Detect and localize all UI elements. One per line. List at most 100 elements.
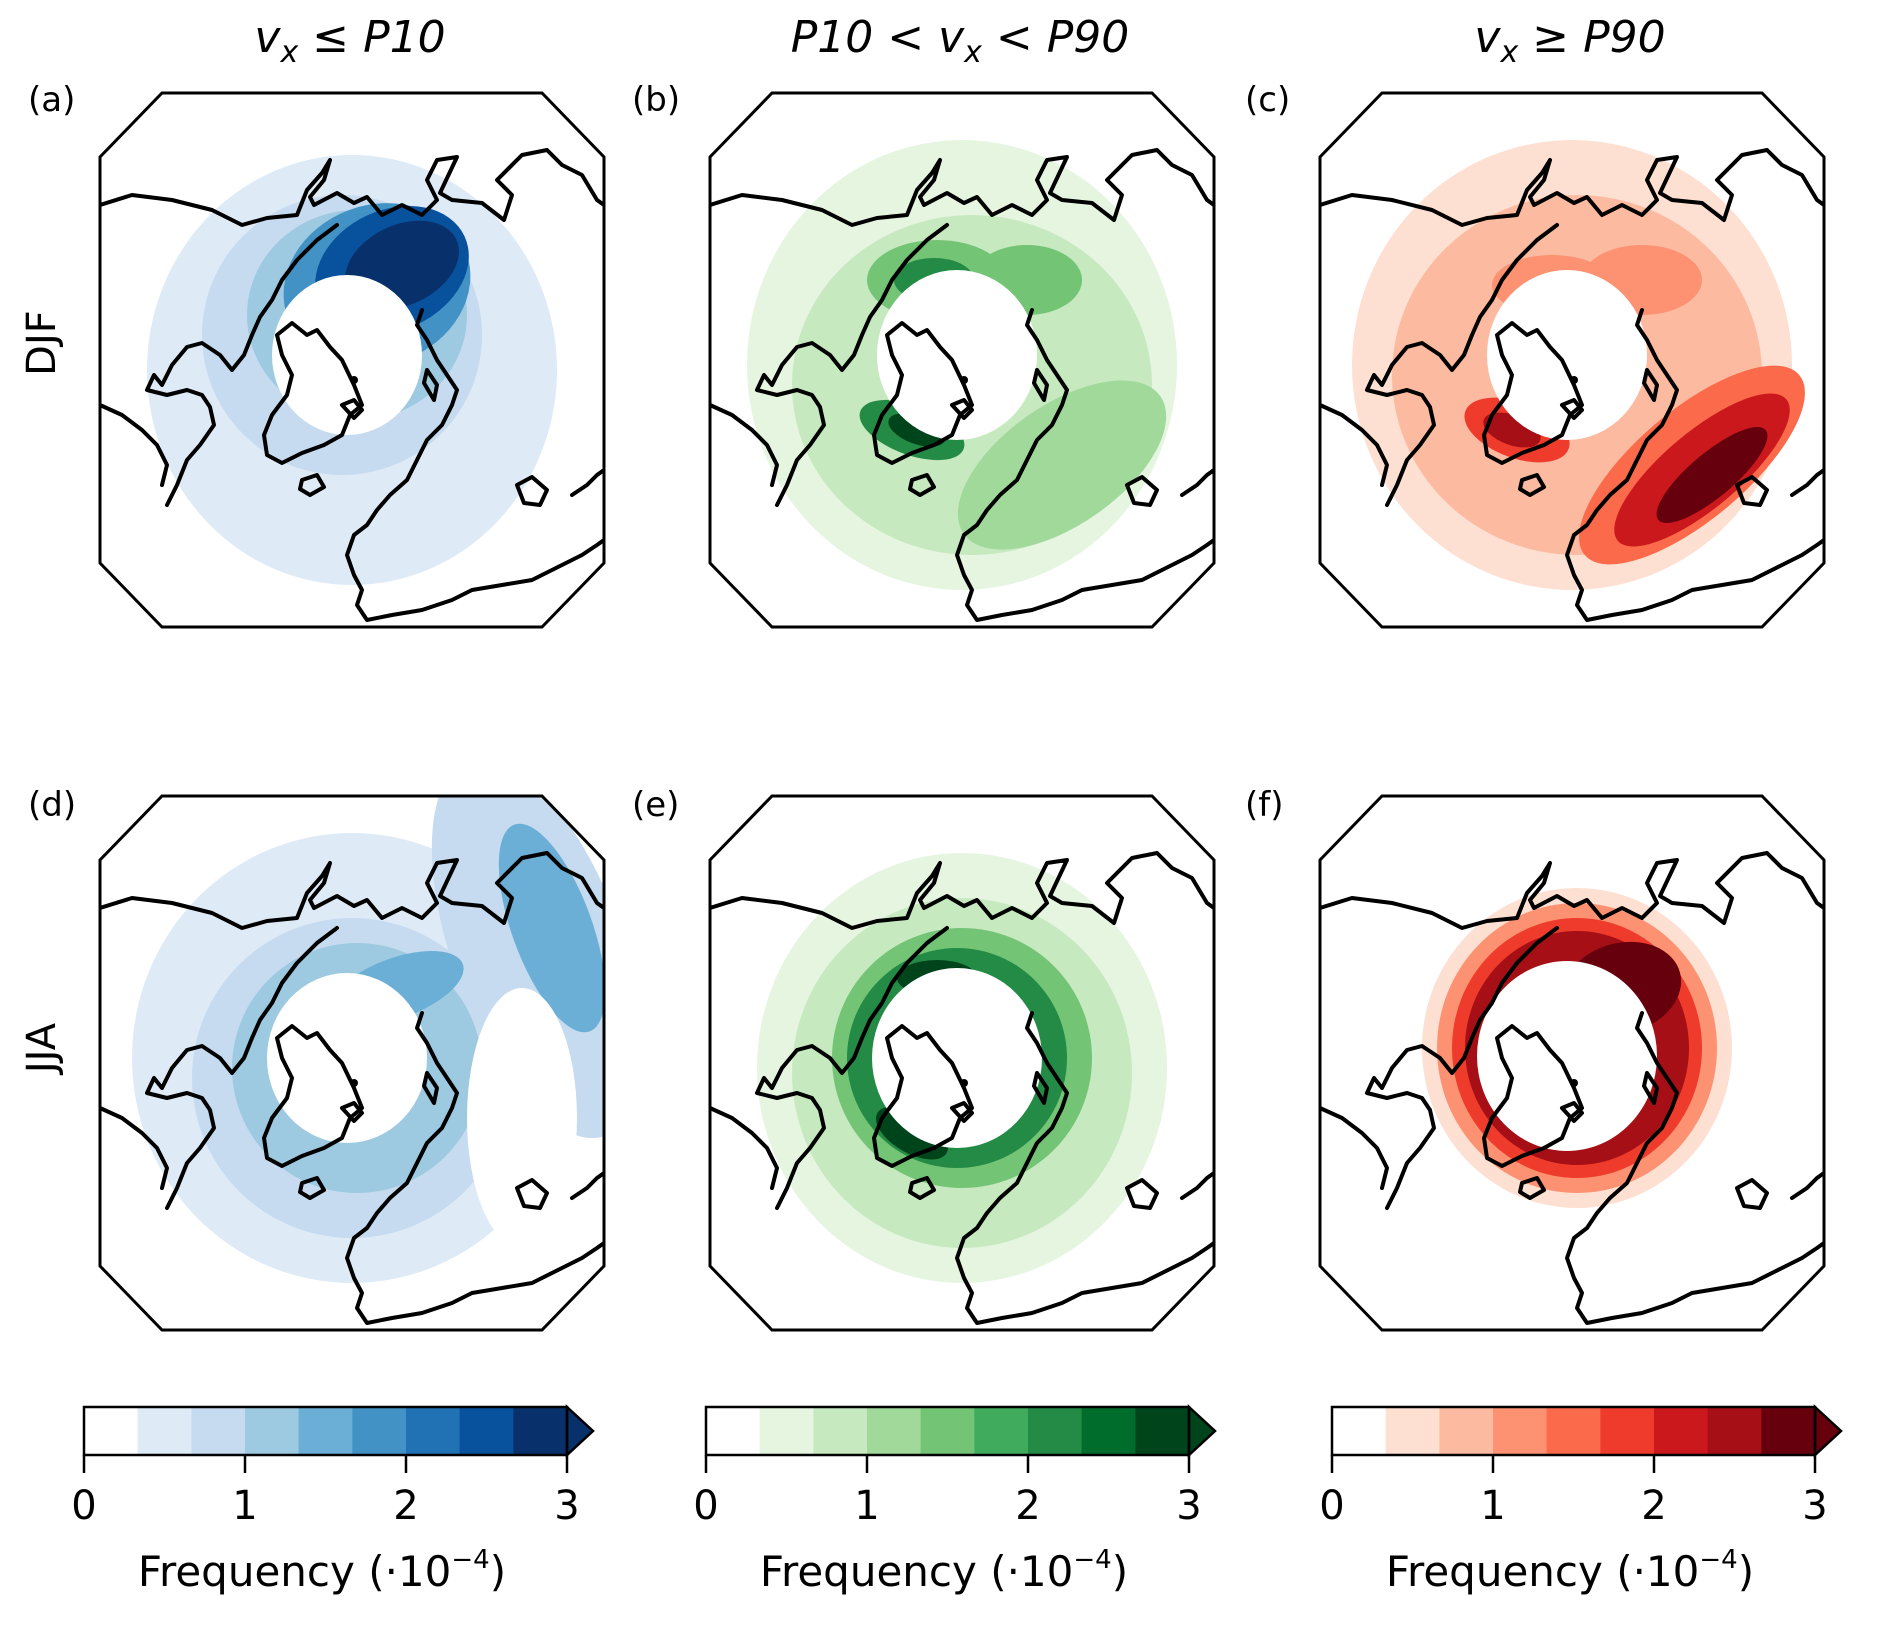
colorbar-extend-arrow — [1813, 1404, 1843, 1458]
column-title-mid: P10 < vx < P90 — [790, 12, 1130, 70]
map-svg-b — [708, 91, 1216, 629]
colorbar-segment — [1600, 1407, 1655, 1455]
row-label-jja: JJA — [19, 1022, 65, 1074]
panel-letter-e: (e) — [632, 785, 680, 825]
colorbar-reds-label: Frequency (·10−4) — [1385, 1545, 1755, 1596]
colorbar-segment — [1385, 1407, 1440, 1455]
contour-level-4 — [498, 823, 604, 1033]
coastlines — [100, 148, 604, 622]
coastline — [422, 368, 439, 402]
colorbar-tick-label: 3 — [1176, 1483, 1201, 1529]
colorbar-blues: 0 1 2 3 Frequency (·10−4) — [62, 1395, 622, 1625]
contour-level-8 — [1656, 426, 1768, 524]
colorbar-segment — [759, 1407, 814, 1455]
contour-field — [1320, 796, 1824, 1330]
coastline — [262, 1024, 364, 1168]
island-dot — [350, 1079, 358, 1087]
coastline — [1180, 1171, 1214, 1200]
colorbar-greens-label: Frequency (·10−4) — [759, 1545, 1129, 1596]
coastline — [570, 1171, 604, 1200]
contour-level-0 — [267, 973, 427, 1143]
coastline — [1642, 1071, 1659, 1105]
contour-level-0 — [467, 988, 577, 1248]
row-label-djf: DJF — [19, 310, 65, 376]
coastline — [1642, 368, 1659, 402]
island-dot — [960, 376, 968, 384]
island-dot — [1570, 1079, 1578, 1087]
coastlines — [710, 148, 1214, 622]
colorbar-frame — [1330, 1405, 1817, 1457]
coastline — [1560, 1101, 1584, 1123]
colorbar-tick-label: 1 — [1480, 1483, 1505, 1529]
map-panel-f — [1312, 788, 1832, 1338]
coastline — [515, 1178, 549, 1210]
colorbar-segment — [513, 1407, 568, 1455]
colorbar-greens-svg: 0 1 2 3 — [693, 1404, 1217, 1529]
contour-field — [100, 796, 604, 1330]
map-svg-f — [1318, 794, 1826, 1332]
colorbar-blues-label: Frequency (·10−4) — [137, 1545, 507, 1596]
map-panel-e — [702, 788, 1222, 1338]
coastline — [262, 321, 364, 465]
colorbar-tick-label: 3 — [554, 1483, 579, 1529]
map-frame — [1318, 91, 1826, 629]
coastline — [298, 1176, 326, 1200]
colorbar-tick-label: 1 — [854, 1483, 879, 1529]
coastline — [755, 223, 949, 507]
contour-field — [100, 93, 604, 627]
coastline — [950, 1101, 974, 1123]
colorbar-tick-label: 0 — [71, 1483, 96, 1529]
panel-letter-d: (d) — [28, 785, 77, 825]
map-panel-c — [1312, 85, 1832, 635]
colorbar-segment — [1493, 1407, 1548, 1455]
coastline — [950, 398, 974, 420]
map-frame — [98, 91, 606, 629]
map-svg-c — [1318, 91, 1826, 629]
coastline — [710, 403, 779, 487]
colorbar-tick-label: 0 — [693, 1483, 718, 1529]
coastline — [1180, 468, 1214, 497]
colorbar-reds-svg: 0 1 2 3 — [1319, 1404, 1843, 1529]
coastline — [1125, 1178, 1159, 1210]
contour-level-0 — [877, 270, 1037, 440]
column-title-low: vx ≤ P10 — [254, 12, 446, 70]
panel-letter-a: (a) — [28, 80, 76, 120]
contour-level-0 — [872, 968, 1042, 1148]
coastline — [422, 1071, 439, 1105]
colorbar-tick-label: 3 — [1802, 1483, 1827, 1529]
map-frame — [708, 91, 1216, 629]
contour-level-0 — [1477, 961, 1657, 1151]
coastline — [872, 321, 974, 465]
map-panel-a — [92, 85, 612, 635]
colorbar-tick-label: 0 — [1319, 1483, 1344, 1529]
map-panel-d — [92, 788, 612, 1338]
colorbar-segment — [1332, 1407, 1387, 1455]
coastline — [100, 1106, 169, 1190]
colorbar-reds: 0 1 2 3 Frequency (·10−4) — [1310, 1395, 1870, 1625]
coastlines — [710, 851, 1214, 1325]
coastline — [1560, 398, 1584, 420]
map-frame — [98, 794, 606, 1332]
coastline — [570, 468, 604, 497]
colorbar-segment — [706, 1407, 761, 1455]
coastline — [1565, 308, 1824, 622]
coastline — [1032, 368, 1049, 402]
contour-level-0 — [272, 275, 422, 435]
contour-level-0 — [1487, 270, 1647, 440]
panel-letter-f: (f) — [1245, 785, 1284, 825]
coastline — [755, 926, 949, 1210]
map-svg-d — [98, 794, 606, 1332]
coastline — [1320, 851, 1824, 930]
coastline — [298, 473, 326, 497]
colorbar-segment — [84, 1407, 139, 1455]
map-svg-e — [708, 794, 1216, 1332]
coastline — [1735, 1178, 1769, 1210]
coastline — [515, 475, 549, 507]
colorbar-segment — [1081, 1407, 1136, 1455]
coastline — [1518, 1176, 1546, 1200]
coastline — [872, 1024, 974, 1168]
coastline — [1032, 1071, 1049, 1105]
coastline — [710, 148, 1214, 227]
panel-letter-b: (b) — [632, 80, 681, 120]
column-title-high: vx ≥ P90 — [1474, 12, 1666, 70]
